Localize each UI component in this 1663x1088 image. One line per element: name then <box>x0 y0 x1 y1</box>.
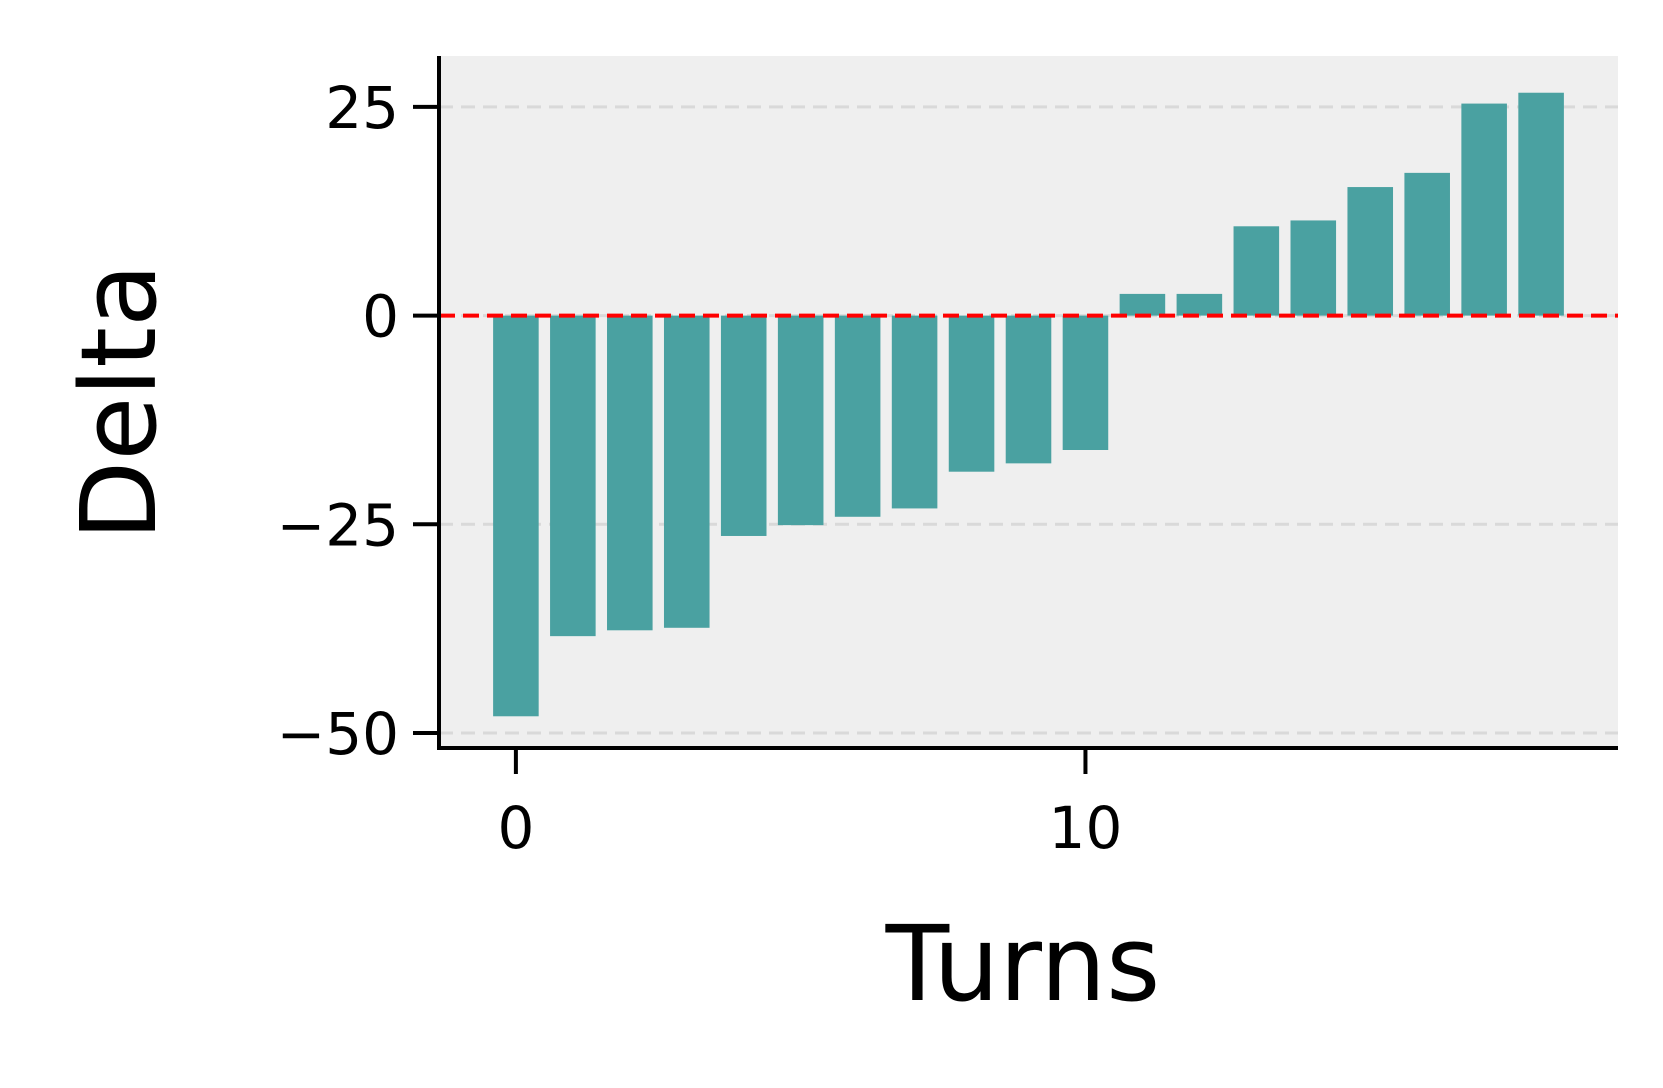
y-tick-label: −25 <box>277 491 399 559</box>
bar <box>1518 92 1564 316</box>
bar <box>493 315 539 717</box>
bar <box>1176 293 1223 316</box>
bar <box>834 315 881 517</box>
x-axis-label: Turns <box>885 903 1161 1025</box>
y-tick-label: 25 <box>325 74 399 142</box>
bar <box>1005 315 1052 464</box>
x-tick-label: 0 <box>497 794 534 862</box>
bar <box>777 315 824 526</box>
bar <box>607 315 653 631</box>
bar <box>663 315 710 628</box>
y-tick-label: 0 <box>362 283 399 351</box>
bar <box>1347 187 1394 316</box>
bar <box>550 315 596 637</box>
tick-labels: −50 −25 0 25 0 10 <box>277 74 1123 862</box>
bar <box>720 315 767 536</box>
bar <box>1233 226 1280 316</box>
bar <box>891 315 938 509</box>
bars <box>493 92 1564 717</box>
x-tick-label: 10 <box>1049 794 1123 862</box>
bar <box>1062 315 1109 450</box>
bar <box>1404 172 1450 316</box>
bar <box>948 315 995 472</box>
y-axis-label: Delta <box>58 263 180 540</box>
bar <box>1461 103 1507 316</box>
y-tick-label: −50 <box>277 700 399 768</box>
axes <box>413 56 1618 774</box>
bar <box>1119 293 1166 316</box>
bar <box>1290 220 1337 316</box>
